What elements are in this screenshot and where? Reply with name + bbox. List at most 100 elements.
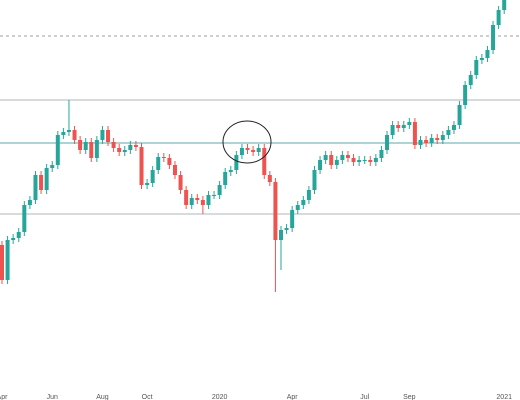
x-tick-label: Aug: [96, 394, 109, 400]
candle-body: [167, 158, 172, 165]
x-tick-label: Jun: [47, 394, 58, 400]
candle-body: [122, 150, 127, 152]
candle-body: [390, 125, 395, 135]
candle-body: [178, 175, 183, 190]
x-tick-label: Apr: [0, 394, 8, 400]
candle-body: [295, 205, 300, 210]
candle-body: [284, 228, 289, 230]
candle-body: [0, 245, 4, 280]
candle-body: [161, 157, 166, 158]
x-tick-label: Apr: [287, 394, 299, 400]
candle-body: [424, 140, 429, 143]
candle-body: [457, 105, 462, 125]
candle-body: [446, 130, 451, 135]
candle-body: [239, 148, 244, 155]
candle-body: [491, 25, 496, 50]
candle-body: [496, 10, 501, 25]
candle-body: [156, 157, 161, 170]
candle-body: [306, 190, 311, 200]
candle-body: [329, 155, 334, 165]
x-tick-label: Jul: [360, 394, 369, 400]
candle-body: [61, 132, 66, 135]
candle-body: [429, 138, 434, 143]
candle-body: [117, 148, 122, 152]
candle-body: [279, 230, 283, 240]
candle-body: [100, 130, 105, 140]
candle-body: [189, 198, 194, 205]
candle-body: [44, 168, 49, 190]
candle-body: [440, 135, 445, 140]
candle-body: [435, 138, 440, 140]
candle-body: [312, 170, 317, 190]
candle-body: [401, 125, 406, 128]
candle-body: [290, 210, 295, 228]
candle-body: [318, 160, 323, 170]
candle-body: [106, 130, 111, 142]
candle-body: [485, 50, 490, 58]
candle-body: [217, 185, 222, 195]
annotation-ellipse: [222, 120, 272, 164]
candle-body: [418, 140, 423, 145]
candle-body: [345, 155, 350, 158]
candle-body: [262, 148, 267, 175]
candle-body: [351, 158, 356, 162]
candle-body: [396, 125, 401, 128]
candle-body: [301, 200, 306, 205]
candle-body: [94, 140, 99, 158]
candle-body: [150, 170, 155, 183]
candle-body: [412, 122, 417, 145]
candle-body: [385, 135, 390, 150]
candle-body: [184, 190, 189, 205]
candle-body: [27, 200, 32, 205]
candles: [0, 0, 507, 292]
x-tick-label: Sep: [403, 394, 416, 400]
candle-body: [33, 175, 38, 200]
x-tick-label: 2021: [496, 394, 512, 400]
candle-body: [273, 182, 278, 240]
candle-body: [111, 142, 116, 148]
candle-body: [50, 165, 55, 168]
candle-body: [22, 205, 27, 232]
candle-body: [407, 122, 412, 125]
candle-body: [451, 125, 456, 130]
candle-body: [11, 238, 16, 240]
candle-body: [323, 155, 328, 160]
candle-body: [502, 0, 507, 10]
candle-body: [39, 175, 44, 190]
candle-body: [145, 183, 150, 185]
x-axis: Apr Jun Aug Oct 2020 Apr Jul Sep 2021: [0, 394, 512, 400]
candle-body: [368, 160, 373, 162]
x-tick-label: Oct: [142, 394, 153, 400]
candle-body: [357, 160, 362, 162]
candle-body: [474, 60, 479, 75]
candle-body: [139, 147, 144, 185]
candle-body: [245, 148, 250, 150]
candle-body: [83, 142, 88, 150]
x-tick-label: 2020: [212, 394, 228, 400]
candle-body: [373, 158, 378, 162]
candle-body: [55, 135, 60, 165]
candle-body: [256, 148, 261, 152]
candle-body: [228, 170, 233, 172]
candle-body: [200, 200, 205, 205]
candle-body: [195, 198, 200, 200]
candle-body: [212, 195, 217, 196]
candle-body: [251, 150, 256, 152]
levels: [0, 35, 520, 215]
candle-body: [463, 85, 468, 105]
candle-body: [5, 240, 10, 280]
candle-body: [66, 130, 71, 132]
candle-body: [16, 232, 21, 238]
candle-body: [78, 140, 83, 150]
candle-body: [133, 145, 138, 147]
candle-body: [89, 142, 94, 158]
candle-body: [479, 58, 484, 60]
candle-body: [72, 130, 77, 140]
candle-body: [223, 172, 228, 185]
candle-body: [334, 160, 339, 165]
candle-body: [362, 160, 367, 161]
candle-body: [172, 165, 177, 175]
candle-body: [234, 155, 239, 170]
candle-body: [267, 175, 272, 182]
